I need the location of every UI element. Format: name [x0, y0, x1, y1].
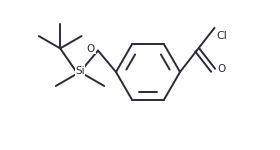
Text: Cl: Cl	[216, 31, 227, 41]
Text: Si: Si	[75, 66, 85, 76]
Text: O: O	[217, 64, 225, 74]
Text: O: O	[87, 44, 95, 54]
